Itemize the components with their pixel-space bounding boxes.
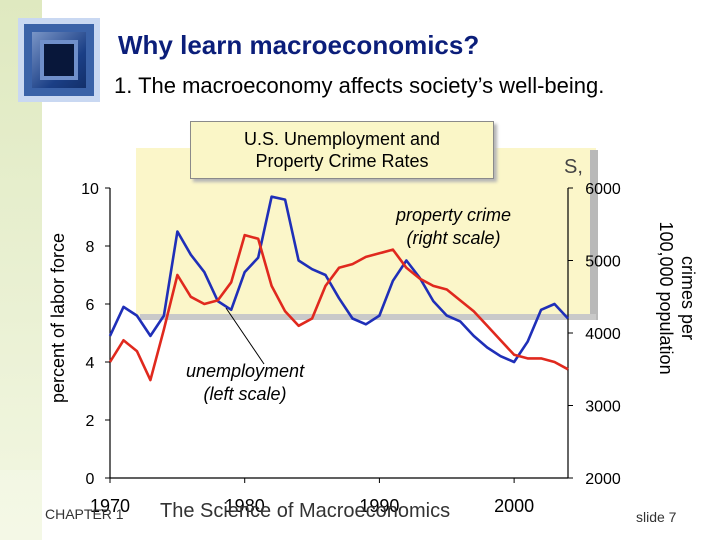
unemployment-leader-line — [225, 307, 265, 365]
crime-annotation-line-2: (right scale) — [406, 227, 501, 248]
y-left-tick-label: 8 — [86, 239, 95, 256]
y-left-tick-label: 2 — [86, 413, 95, 430]
footer-chapter: CHAPTER 1 — [45, 506, 124, 522]
crime-annotation-line-1: property crime — [396, 205, 512, 225]
y-right-tick-label: 4000 — [585, 326, 621, 343]
slide-number: slide 7 — [636, 509, 677, 525]
slide-subtitle: 1. The macroeconomy affects society’s we… — [114, 73, 605, 98]
highlight-shadow-bottom — [140, 314, 596, 320]
highlight-shadow — [590, 150, 598, 320]
unemployment-annotation-line-2: (left scale) — [203, 383, 287, 404]
footer-book-title: The Science of Macroeconomics — [160, 500, 451, 522]
y-right-tick-label: 3000 — [585, 399, 621, 416]
y-right-label-line-2: 100,000 population — [656, 221, 676, 374]
x-tick-label: 1980 — [225, 496, 265, 516]
stray-text: S, — [564, 156, 583, 178]
slide-title: Why learn macroeconomics? — [118, 30, 480, 60]
chart-title-line-1: U.S. Unemployment and — [243, 128, 441, 149]
y-right-label-line-1: crimes per — [678, 256, 698, 340]
y-left-label: percent of labor force — [48, 233, 68, 403]
unemployment-annotation-line-1: unemployment — [186, 361, 305, 381]
series-line-unemployment — [108, 195, 569, 364]
y-right-tick-label: 5000 — [585, 254, 621, 271]
unemployment-annotation: unemployment (left scale) — [186, 360, 304, 405]
y-left-tick-label: 10 — [81, 181, 99, 198]
y-left-tick-label: 6 — [86, 297, 95, 314]
y-right-tick-label: 6000 — [585, 181, 621, 198]
x-tick-label: 1970 — [90, 496, 130, 516]
x-tick-label: 2000 — [494, 496, 534, 516]
x-tick-label: 1990 — [359, 496, 399, 516]
crime-annotation: property crime (right scale) — [396, 204, 511, 249]
y-left-tick-label: 4 — [86, 355, 95, 372]
series-line-property-crime — [108, 233, 569, 382]
y-left-tick-label: 0 — [86, 471, 95, 488]
window-logo-icon — [18, 18, 100, 102]
y-right-tick-label: 2000 — [585, 471, 621, 488]
chart-title-line-2: Property Crime Rates — [255, 151, 429, 171]
series-group — [108, 195, 569, 382]
tick-group: 0 2 4 6 8 10 2000 3000 4000 5000 6000 1970 1980 1990 2… — [81, 181, 621, 516]
chart-title-callout: U.S. Unemployment and Property Crime Rat… — [190, 121, 494, 179]
